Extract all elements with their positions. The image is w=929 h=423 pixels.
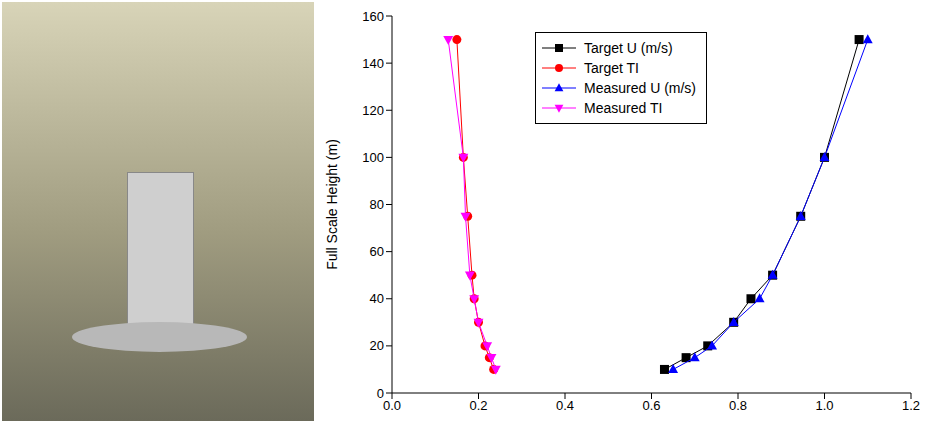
html-text:Target TI: Target TI [584, 60, 639, 76]
svg-text:1.0: 1.0 [815, 398, 833, 413]
svg-text:Full Scale Height (m): Full Scale Height (m) [324, 139, 340, 270]
svg-text:120: 120 [362, 103, 384, 118]
html-text:Measured TI: Measured TI [584, 100, 663, 116]
svg-text:0.4: 0.4 [556, 398, 574, 413]
svg-text:140: 140 [362, 56, 384, 71]
html-text:Measured U (m/s): Measured U (m/s) [584, 80, 696, 96]
html-text:Target U (m/s): Target U (m/s) [584, 40, 673, 56]
svg-text:0.6: 0.6 [642, 398, 660, 413]
svg-text:0.0: 0.0 [383, 398, 401, 413]
svg-text:0: 0 [377, 386, 384, 401]
svg-text:0.2: 0.2 [469, 398, 487, 413]
svg-text:60: 60 [370, 244, 384, 259]
svg-text:20: 20 [370, 338, 384, 353]
svg-text:100: 100 [362, 150, 384, 165]
svg-text:0.8: 0.8 [729, 398, 747, 413]
svg-text:80: 80 [370, 197, 384, 212]
svg-text:160: 160 [362, 9, 384, 24]
svg-text:1.2: 1.2 [902, 398, 920, 413]
svg-text:40: 40 [370, 291, 384, 306]
